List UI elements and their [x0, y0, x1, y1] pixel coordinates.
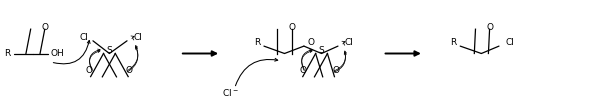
Text: S: S: [319, 46, 325, 55]
Text: O: O: [299, 66, 306, 75]
Text: Cl: Cl: [133, 33, 142, 42]
Text: Cl: Cl: [79, 33, 88, 42]
Text: O: O: [307, 38, 315, 47]
Text: O: O: [289, 23, 296, 32]
Text: R: R: [254, 38, 260, 47]
Text: O: O: [126, 66, 133, 75]
Text: Cl: Cl: [344, 38, 353, 47]
Text: R: R: [450, 38, 456, 47]
Text: Cl: Cl: [505, 38, 514, 47]
Text: O: O: [487, 23, 494, 32]
Text: O: O: [332, 66, 339, 75]
Text: R: R: [5, 49, 11, 58]
Text: S: S: [107, 46, 112, 55]
Text: O: O: [42, 23, 49, 32]
Text: O: O: [86, 66, 93, 75]
Text: OH: OH: [50, 49, 64, 58]
Text: Cl$^-$: Cl$^-$: [221, 87, 238, 98]
